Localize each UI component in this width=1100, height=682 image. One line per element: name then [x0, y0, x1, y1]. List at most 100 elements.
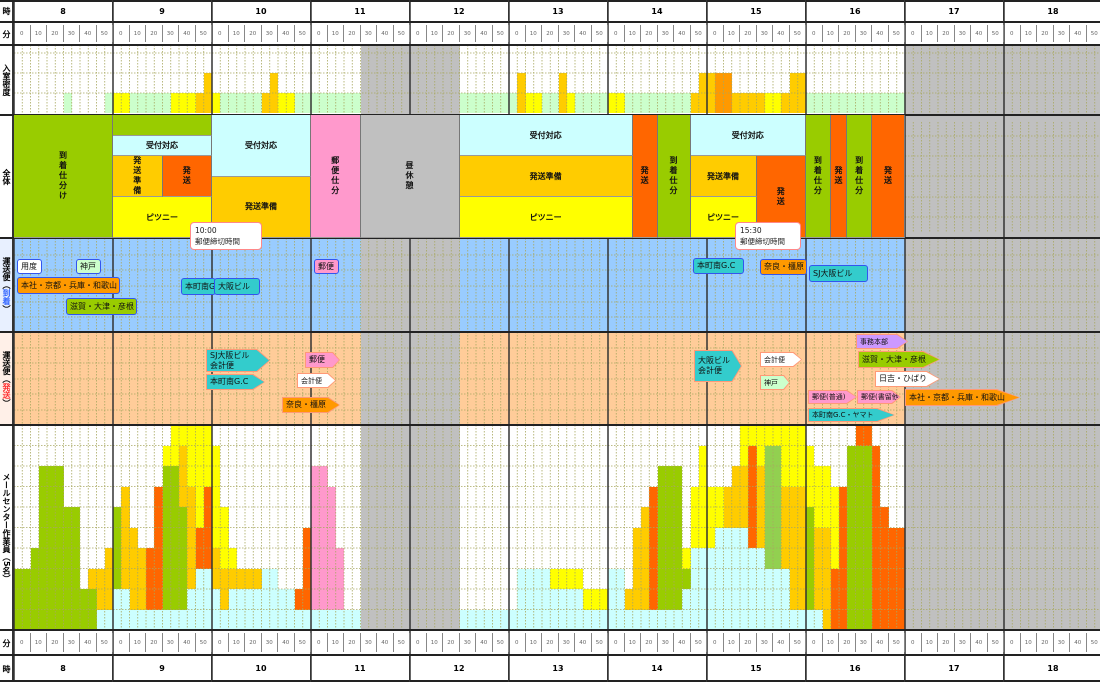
minute-header-bottom: 40 [872, 633, 889, 652]
overall-block[interactable]: 受付対応 [690, 115, 806, 156]
minute-header-top: 0 [113, 25, 130, 42]
hour-header-bottom: 16 [806, 655, 905, 682]
departure-tag[interactable]: 郵便 [305, 352, 340, 368]
departure-tag[interactable]: 日吉・ひばり [875, 371, 940, 387]
staff-bar-segment [146, 548, 155, 610]
overall-block[interactable]: ピツニー [459, 197, 633, 238]
hour-header-top: 11 [311, 0, 410, 22]
density-cell [847, 93, 856, 113]
density-cell [476, 93, 485, 113]
arrival-tag[interactable]: 滋賀・大津・彦根 [66, 298, 137, 315]
staff-bar-segment [179, 425, 188, 446]
staff-bar-segment [773, 445, 782, 569]
label-text: 分 [2, 638, 11, 647]
overall-block[interactable]: 到着仕分け [14, 115, 113, 238]
departure-tag[interactable]: 郵便(普通) [808, 390, 857, 404]
density-cell [302, 93, 311, 113]
lunch-gray [360, 238, 460, 332]
overall-block[interactable]: 発送 [830, 115, 848, 238]
staff-bar-segment [674, 466, 683, 610]
minute-header-bottom: 30 [757, 633, 773, 652]
density-cell [682, 93, 691, 113]
staff-bar-segment [195, 527, 204, 569]
departure-tag[interactable]: 会計便 [760, 352, 802, 367]
density-cell [822, 93, 831, 113]
density-cell [500, 93, 509, 113]
arrival-tag[interactable]: 用度 [17, 259, 42, 274]
staff-bar-segment [294, 589, 303, 610]
staff-bar-segment [764, 568, 773, 630]
minute-header-bottom: 50 [295, 633, 311, 652]
departure-tag[interactable]: 奈良・橿原 [282, 397, 340, 413]
minute-header-bottom: 30 [955, 633, 971, 652]
departure-tag[interactable]: 郵便(書留他) [857, 390, 901, 404]
staff-bar-segment [129, 609, 138, 630]
departure-tag-label: 日吉・ひばり [876, 372, 939, 386]
overall-block-label: 到着仕分 [854, 156, 864, 196]
hour-header-top: 8 [14, 0, 113, 22]
departure-tag[interactable]: 本社・京都・兵庫・和歌山 [905, 389, 1020, 406]
staff-bar-segment [740, 466, 749, 528]
staff-bar-segment [137, 609, 146, 630]
overall-block[interactable]: 発送 [162, 156, 212, 197]
minute-header-top: 50 [394, 25, 410, 42]
overall-block[interactable]: 到着仕分 [806, 115, 831, 238]
overall-block[interactable] [113, 115, 212, 136]
arrival-tag[interactable]: 本社・京都・兵庫・和歌山 [17, 277, 120, 294]
staff-bar-segment [748, 445, 757, 548]
overall-block[interactable]: 発送準備 [113, 156, 163, 197]
density-cell [162, 93, 171, 113]
label-part: ） [2, 398, 11, 407]
density-cell [748, 93, 757, 113]
overall-block[interactable]: 発送準備 [459, 156, 633, 197]
label-part-departure: 発送 [2, 382, 11, 399]
staff-bar-segment [814, 527, 823, 610]
arrival-tag[interactable]: 郵便 [314, 259, 339, 274]
departure-tag[interactable]: SJ大阪ビル 会計便 [206, 349, 270, 372]
density-cell [641, 93, 650, 113]
staff-bar-segment [632, 527, 641, 610]
minute-header-bottom: 30 [856, 633, 872, 652]
overall-block[interactable]: 受付対応 [113, 135, 212, 156]
overall-block-label: ピツニー [146, 212, 178, 222]
departure-tag[interactable]: 会計便 [297, 373, 336, 388]
minute-header-top: 50 [295, 25, 311, 42]
departure-tag[interactable]: 滋賀・大津・彦根 [858, 351, 940, 368]
arrival-tag[interactable]: 大阪ビル [214, 278, 260, 295]
density-cell [665, 93, 674, 113]
overall-block[interactable]: 到着仕分 [847, 115, 872, 238]
arrival-tag[interactable]: 本町南G.C [181, 278, 216, 295]
arrival-tag[interactable]: 本町南G.C [693, 258, 744, 274]
hour-header-bottom: 8 [14, 655, 113, 682]
overall-block[interactable]: 到着仕分 [657, 115, 691, 238]
density-cell [311, 93, 320, 113]
overall-block[interactable]: 受付対応 [212, 115, 311, 177]
departure-tag[interactable]: 事務本部 [856, 334, 908, 349]
staff-bar-segment [822, 527, 831, 630]
departure-tag[interactable]: 神戸 [760, 375, 790, 390]
overall-block[interactable]: 発送準備 [690, 156, 757, 197]
overall-block[interactable]: 発送 [632, 115, 658, 238]
staff-bar-segment [665, 466, 674, 610]
minute-header-top: 50 [790, 25, 806, 42]
overall-block[interactable]: 発送 [872, 115, 905, 238]
arrival-tag[interactable]: SJ大阪ビル [809, 265, 868, 282]
staff-bar-segment [847, 445, 856, 630]
density-cell [839, 93, 848, 113]
minute-header-bottom: 10 [625, 633, 641, 652]
minute-header-top: 0 [212, 25, 229, 42]
departure-tag[interactable]: 本町南G.C [206, 374, 265, 390]
overall-block[interactable]: 郵便仕分 [311, 115, 361, 238]
staff-bar-segment [286, 589, 295, 630]
arrival-tag[interactable]: 奈良・橿原 [760, 259, 807, 275]
minute-header-bottom: 50 [196, 633, 212, 652]
staff-bar-segment [566, 589, 575, 630]
staff-bar-segment [71, 507, 80, 630]
arrival-tag[interactable]: 神戸 [76, 259, 101, 274]
overall-block[interactable]: 昼休憩 [360, 115, 460, 238]
staff-bar-segment [748, 425, 757, 446]
overall-block[interactable]: 受付対応 [459, 115, 633, 156]
departure-tag[interactable]: 大阪ビル 会計便 [694, 350, 742, 382]
departure-tag[interactable]: 本町南G.C・ヤマト [808, 408, 895, 422]
